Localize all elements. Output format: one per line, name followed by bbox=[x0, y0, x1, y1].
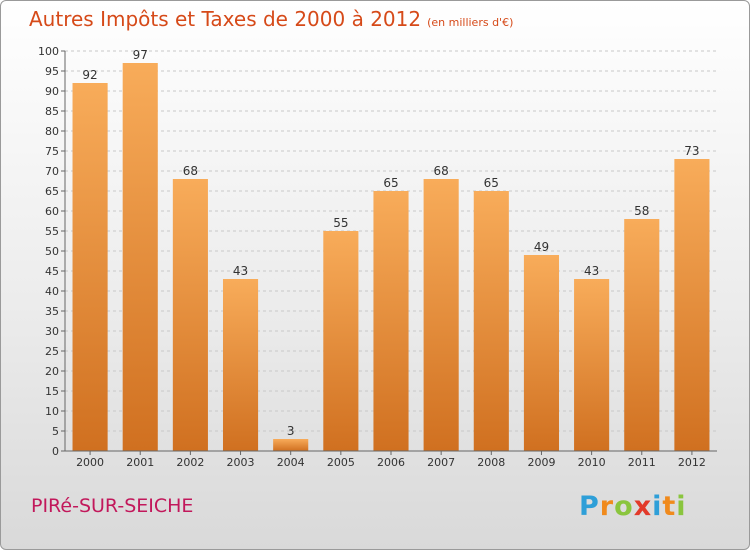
bar-value-label: 3 bbox=[287, 424, 295, 438]
y-tick-label: 25 bbox=[45, 345, 59, 358]
x-tick-label: 2012 bbox=[678, 456, 706, 469]
bar bbox=[373, 191, 409, 451]
logo-letter: P bbox=[579, 491, 600, 522]
y-tick-label: 20 bbox=[45, 365, 59, 378]
y-axis: 0 5 10 15 20 25 30 35 40 45 50 55 60 65 70 75 80 85 90 95 10… bbox=[38, 45, 66, 458]
x-tick-label: 2000 bbox=[76, 456, 104, 469]
y-tick-label: 60 bbox=[45, 205, 59, 218]
bar-value-label: 49 bbox=[534, 240, 549, 254]
y-tick-label: 10 bbox=[45, 405, 59, 418]
bar bbox=[624, 219, 660, 451]
y-tick-label: 70 bbox=[45, 165, 59, 178]
bar bbox=[323, 231, 359, 451]
x-tick-label: 2001 bbox=[126, 456, 154, 469]
bar-value-label: 65 bbox=[484, 176, 499, 190]
y-tick-label: 65 bbox=[45, 185, 59, 198]
bar bbox=[172, 179, 208, 451]
x-tick-label: 2002 bbox=[176, 456, 204, 469]
x-tick-label: 2005 bbox=[327, 456, 355, 469]
x-tick-label: 2008 bbox=[477, 456, 505, 469]
chart-subtitle: (en milliers d'€) bbox=[427, 16, 514, 29]
y-tick-label: 75 bbox=[45, 145, 59, 158]
logo-letter: x bbox=[633, 491, 653, 522]
x-tick-label: 2010 bbox=[578, 456, 606, 469]
x-tick-label: 2009 bbox=[527, 456, 555, 469]
logo-letter: i bbox=[652, 491, 663, 522]
y-tick-label: 15 bbox=[45, 385, 59, 398]
bar-value-label: 58 bbox=[634, 204, 649, 218]
bar-value-label: 43 bbox=[584, 264, 599, 278]
y-tick-label: 35 bbox=[45, 305, 59, 318]
x-axis: 2000 2001 2002 2003 2004 2005 2006 2007 2008 2009… bbox=[65, 450, 717, 469]
chart-title: Autres Impôts et Taxes de 2000 à 2012 (en… bbox=[29, 7, 513, 31]
logo-letter: t bbox=[662, 491, 677, 522]
commune-name: PIRé-SUR-SEICHE bbox=[31, 495, 194, 517]
bar-value-label: 65 bbox=[383, 176, 398, 190]
bar bbox=[222, 279, 259, 451]
bar bbox=[122, 63, 158, 451]
bar-value-label: 97 bbox=[133, 48, 148, 62]
y-tick-label: 95 bbox=[45, 65, 59, 78]
y-tick-label: 85 bbox=[45, 105, 59, 118]
bars: 92 97 68 43 3 55 65 68 65 49 43 58 73 bbox=[72, 48, 710, 451]
y-tick-label: 100 bbox=[38, 45, 59, 58]
bar bbox=[423, 179, 459, 451]
y-tick-label: 55 bbox=[45, 225, 59, 238]
y-tick-label: 50 bbox=[45, 245, 59, 258]
bar-value-label: 68 bbox=[434, 164, 449, 178]
y-tick-label: 80 bbox=[45, 125, 59, 138]
bar bbox=[72, 83, 108, 451]
bar-value-label: 73 bbox=[684, 144, 699, 158]
bar bbox=[523, 255, 560, 451]
proxiti-logo[interactable]: Proxiti bbox=[579, 491, 687, 522]
bar bbox=[574, 279, 610, 451]
chart-title-text: Autres Impôts et Taxes de 2000 à 2012 bbox=[29, 7, 422, 31]
bar bbox=[473, 191, 509, 451]
logo-letter: o bbox=[614, 491, 634, 522]
y-tick-label: 90 bbox=[45, 85, 59, 98]
bar-value-label: 43 bbox=[233, 264, 248, 278]
y-tick-label: 40 bbox=[45, 285, 59, 298]
logo-letter: i bbox=[676, 491, 687, 522]
y-tick-label: 30 bbox=[45, 325, 59, 338]
x-tick-label: 2007 bbox=[427, 456, 455, 469]
x-tick-label: 2003 bbox=[227, 456, 255, 469]
x-tick-label: 2006 bbox=[377, 456, 405, 469]
bar bbox=[273, 439, 309, 451]
y-tick-label: 0 bbox=[52, 445, 59, 458]
y-tick-label: 5 bbox=[52, 425, 59, 438]
logo-letter: r bbox=[599, 491, 615, 522]
x-tick-label: 2004 bbox=[277, 456, 305, 469]
bar bbox=[674, 159, 710, 451]
bar-value-label: 55 bbox=[333, 216, 348, 230]
bar-value-label: 92 bbox=[82, 68, 97, 82]
y-tick-label: 45 bbox=[45, 265, 59, 278]
x-tick-label: 2011 bbox=[628, 456, 656, 469]
bar-value-label: 68 bbox=[183, 164, 198, 178]
